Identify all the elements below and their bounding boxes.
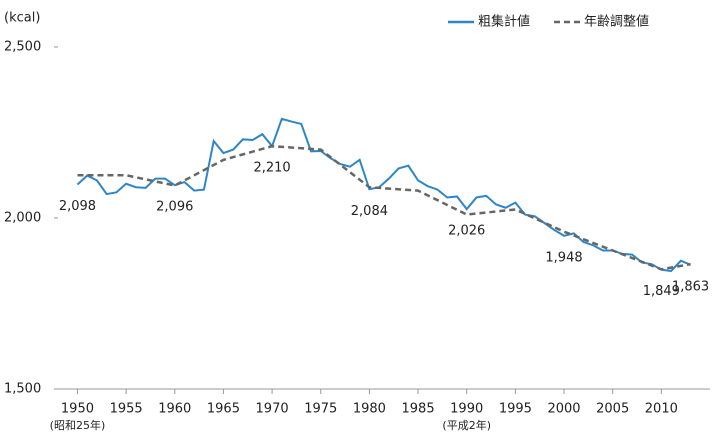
y-tick-label: 2,500 xyxy=(4,40,41,55)
x-tick-label: 1980 xyxy=(353,402,386,417)
line xyxy=(76,117,691,273)
y-tick-label: 1,500 xyxy=(4,382,41,397)
x-tick-note: (昭和25年) xyxy=(50,418,106,432)
data-label: 1,948 xyxy=(545,250,582,265)
x-tick-label: 1985 xyxy=(402,402,435,417)
data-label: 2,026 xyxy=(448,224,485,239)
data-label: 2,098 xyxy=(59,199,96,214)
x-tick-label: 1960 xyxy=(158,402,191,417)
x-tick-label: 2010 xyxy=(645,402,678,417)
data-label: 1,863 xyxy=(672,279,709,294)
x-tick-note: (平成2年) xyxy=(442,418,491,432)
x-tick-label: 1975 xyxy=(304,402,337,417)
x-tick-label: 1990 xyxy=(450,402,483,417)
x-tick-label: 1950 xyxy=(61,402,94,417)
y-unit-label: (kcal) xyxy=(4,11,40,26)
y-tick-label: 2,000 xyxy=(4,211,41,226)
x-tick-label: 1955 xyxy=(110,402,143,417)
x-tick-label: 1965 xyxy=(207,402,240,417)
x-tick-label: 2005 xyxy=(596,402,629,417)
line xyxy=(77,144,691,271)
legend-label: 年齢調整値 xyxy=(584,14,649,30)
x-tick-label: 2000 xyxy=(547,402,580,417)
x-tick-label: 1995 xyxy=(499,402,532,417)
data-label: 1,849 xyxy=(643,284,680,299)
legend-label: 粗集計値 xyxy=(478,14,530,30)
x-tick-label: 1970 xyxy=(256,402,289,417)
data-label: 2,096 xyxy=(156,200,193,215)
data-label: 2,210 xyxy=(253,161,290,176)
data-label: 2,084 xyxy=(351,204,388,219)
